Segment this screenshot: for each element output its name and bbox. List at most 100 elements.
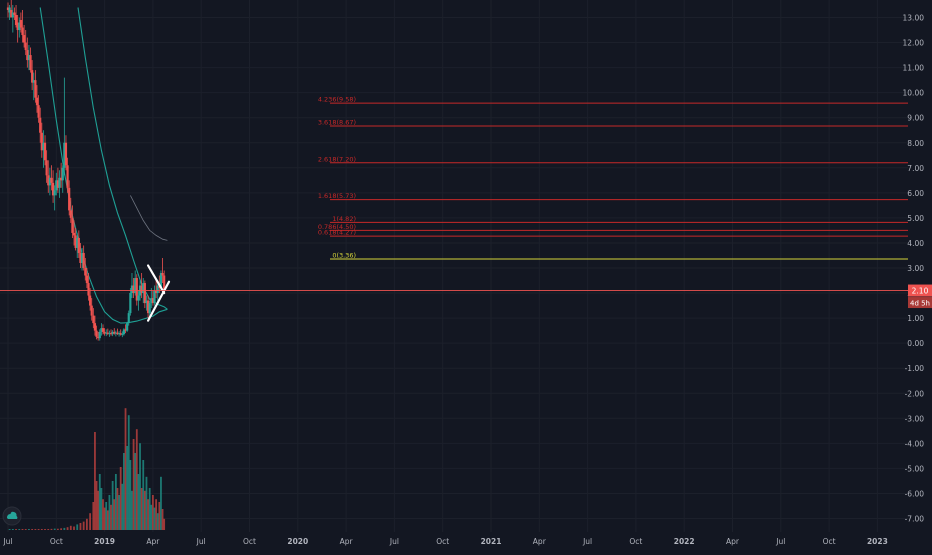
tradingview-logo[interactable]	[2, 506, 22, 526]
price-tick-label: -4.00	[905, 439, 925, 448]
candle-body	[89, 295, 92, 306]
volume-bar	[44, 529, 46, 530]
volume-bar	[60, 528, 63, 530]
candlesticks	[6, 0, 166, 341]
candle-body	[68, 187, 71, 211]
fib-level-label: 2.618(7.20)	[318, 155, 356, 163]
candle-body	[23, 35, 26, 43]
candle-body	[24, 42, 27, 51]
volume-bar	[113, 499, 116, 530]
volume-bar	[34, 529, 37, 530]
volume-bar	[110, 504, 112, 530]
volume-bar	[161, 509, 164, 530]
candle-body	[31, 70, 34, 83]
candle-body	[53, 190, 56, 196]
volume-bar	[160, 476, 162, 530]
candle-body	[121, 334, 124, 335]
volume-bar	[108, 495, 111, 530]
volume-bar	[37, 529, 40, 530]
candle-body	[60, 177, 63, 181]
trendline[interactable]	[146, 280, 171, 322]
candle-body	[108, 333, 111, 334]
volume-bar	[145, 476, 148, 530]
volume-bar	[15, 529, 17, 530]
candle-body	[142, 283, 145, 294]
candle-body	[126, 323, 129, 331]
candle-body	[35, 97, 39, 106]
candle-body	[37, 105, 40, 118]
time-tick-label: 2022	[674, 537, 695, 546]
price-tick-label: -6.00	[905, 489, 925, 498]
candle-body	[113, 331, 116, 334]
candle-body	[64, 142, 68, 166]
fib-level-label: 3.618(8.67)	[318, 118, 356, 126]
candle-body	[124, 329, 127, 331]
volume-bar	[116, 488, 119, 530]
trendline[interactable]	[146, 264, 166, 295]
time-tick-label: Apr	[533, 537, 547, 546]
volume-bar	[73, 526, 75, 530]
time-axis[interactable]: Jul Oct 2019 Apr Jul Oct 2020 Apr Jul Oct 2021 Apr J…	[2, 537, 887, 546]
candle-body	[48, 177, 51, 186]
price-tick-label: -7.00	[905, 515, 925, 524]
volume-bar	[18, 529, 21, 530]
candle-body	[74, 235, 77, 248]
candle-body	[72, 232, 76, 236]
candle-body	[58, 177, 61, 188]
volume-bar	[153, 507, 156, 530]
time-tick-label: Jul	[196, 537, 206, 546]
candle-body	[132, 285, 135, 294]
time-tick-label: Oct	[823, 537, 836, 546]
candle-body	[134, 278, 137, 294]
candle-body	[117, 333, 121, 335]
time-tick-label: Oct	[436, 537, 449, 546]
fibonacci-levels[interactable]: 4.236(9.58) 3.618(8.67) 2.618(7.20) 1.618(5…	[318, 96, 908, 260]
volume-bar	[129, 460, 132, 530]
price-tick-label: 13.00	[903, 14, 925, 23]
candle-body	[16, 22, 19, 31]
volume-bar	[94, 432, 96, 530]
candle-body	[106, 332, 109, 334]
candle-body	[26, 50, 29, 61]
candle-body	[82, 252, 85, 268]
candle-body	[111, 331, 114, 335]
candle-body	[47, 175, 50, 186]
price-tick-label: 4.00	[907, 239, 924, 248]
volume-bar	[140, 488, 143, 530]
candle-body	[153, 290, 156, 304]
price-tick-label: -3.00	[905, 414, 925, 423]
volume-bar	[66, 527, 69, 530]
time-tick-label: Jul	[582, 537, 592, 546]
candle-body	[156, 285, 159, 294]
volume-bar	[118, 495, 120, 530]
candle-body	[92, 315, 95, 324]
volume-bar	[102, 499, 104, 530]
current-price-badge-text: 2.10	[912, 287, 929, 296]
volume-bar	[53, 528, 56, 530]
fib-level-label: 0.618(4.27)	[318, 229, 356, 237]
candle-body	[45, 160, 48, 176]
candle-body	[21, 27, 24, 36]
candle-body	[10, 9, 13, 18]
volume-bar	[132, 439, 135, 530]
fib-level-label: 1(4.82)	[332, 215, 356, 223]
time-tick-label: 2020	[287, 537, 308, 546]
candle-body	[34, 80, 37, 98]
fib-level-label: 1.618(5.73)	[318, 192, 356, 200]
candle-body	[150, 298, 153, 304]
volume-bar	[106, 510, 109, 530]
candle-body	[130, 285, 134, 294]
time-tick-label: Oct	[50, 537, 63, 546]
candle-body	[148, 303, 151, 314]
trendlines[interactable]	[146, 264, 171, 322]
candle-body	[29, 55, 32, 71]
volume-bar	[124, 408, 127, 530]
price-tick-label: -2.00	[905, 389, 925, 398]
tradingview-cloud-icon	[7, 511, 18, 519]
time-tick-label: Jul	[389, 537, 399, 546]
candle-body	[79, 252, 82, 263]
volume-bar	[100, 488, 103, 530]
volume-bar	[24, 529, 27, 530]
